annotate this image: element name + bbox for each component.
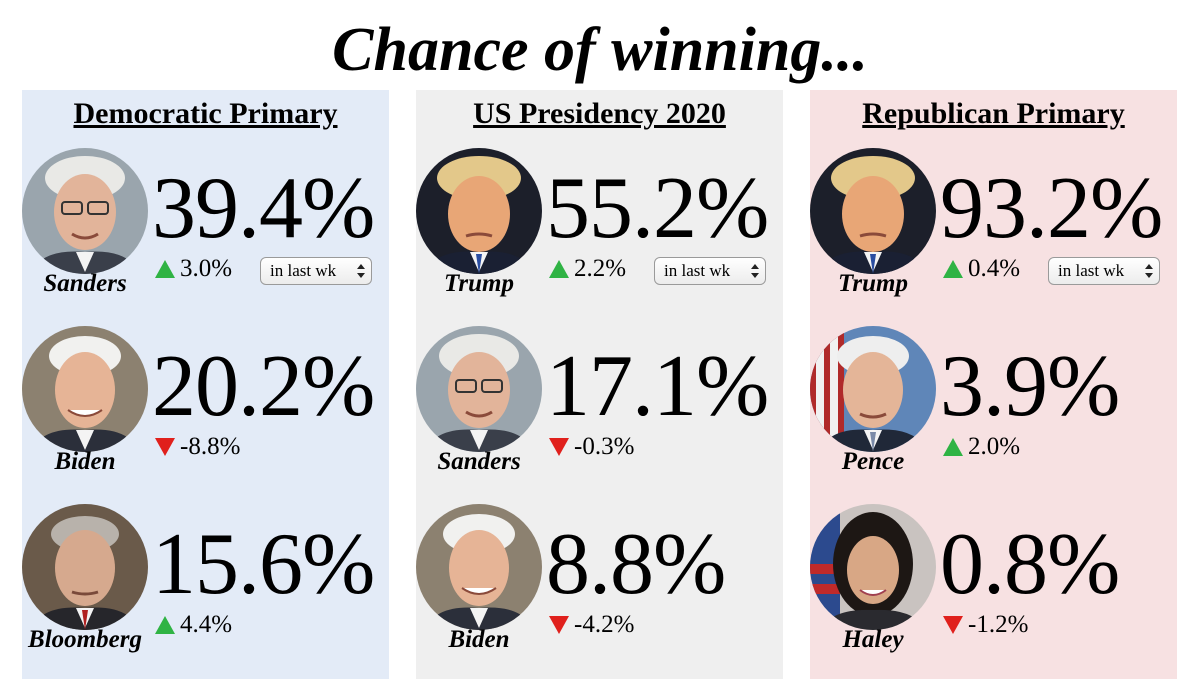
panel-title: Republican Primary	[862, 97, 1125, 130]
change-value: 2.0%	[968, 433, 1021, 460]
candidate-percent: 20.2%	[152, 338, 375, 435]
candidate-card: Haley 0.8% -1.2%	[810, 504, 1177, 664]
change-value: -4.2%	[574, 611, 635, 638]
down-arrow-icon	[549, 616, 569, 634]
candidate-name: Sanders	[43, 270, 127, 297]
candidate-percent: 39.4%	[152, 160, 375, 257]
select-arrows-icon	[1145, 264, 1153, 278]
candidate-percent: 17.1%	[546, 338, 769, 435]
candidate-card: Trump 93.2% 0.4% in last wk	[810, 148, 1177, 308]
period-select-value: in last wk	[1058, 261, 1125, 280]
candidate-photo-sanders	[22, 148, 148, 274]
candidate-change: -8.8%	[154, 432, 240, 462]
change-value: -8.8%	[180, 433, 241, 460]
up-arrow-icon	[943, 260, 963, 278]
select-arrows-icon	[357, 264, 365, 278]
candidate-change: -1.2%	[942, 610, 1028, 640]
period-select-value: in last wk	[664, 261, 731, 280]
candidate-card: Biden 20.2% -8.8%	[22, 326, 389, 486]
down-arrow-icon	[549, 438, 569, 456]
candidate-percent: 3.9%	[940, 338, 1120, 435]
candidate-card: Bloomberg 15.6% 4.4%	[22, 504, 389, 664]
candidate-photo-sanders	[416, 326, 542, 452]
candidate-name: Haley	[842, 626, 904, 653]
up-arrow-icon	[155, 616, 175, 634]
candidate-percent: 93.2%	[940, 160, 1163, 257]
period-select[interactable]: in last wk	[260, 257, 372, 285]
candidate-change: -4.2%	[548, 610, 634, 640]
candidate-photo-pence	[810, 326, 936, 452]
candidate-name: Trump	[444, 270, 514, 297]
change-value: 4.4%	[180, 611, 233, 638]
candidate-percent: 8.8%	[546, 516, 726, 613]
change-value: 0.4%	[968, 255, 1021, 282]
change-value: -0.3%	[574, 433, 635, 460]
candidate-name: Pence	[841, 448, 905, 475]
panel-us-presidency: US Presidency 2020 Trump 55.2% 2.2%	[416, 90, 783, 679]
period-select-value: in last wk	[270, 261, 337, 280]
candidate-photo-trump	[416, 148, 542, 274]
candidate-name: Bloomberg	[28, 626, 142, 653]
candidate-percent: 55.2%	[546, 160, 769, 257]
candidate-card: Trump 55.2% 2.2% in last wk	[416, 148, 783, 308]
up-arrow-icon	[549, 260, 569, 278]
candidate-card: Biden 8.8% -4.2%	[416, 504, 783, 664]
period-select[interactable]: in last wk	[654, 257, 766, 285]
candidate-photo-bloomberg	[22, 504, 148, 630]
panel-democratic-primary: Democratic Primary Sanders 39.4% 3.0%	[22, 90, 389, 679]
candidate-change: 0.4%	[942, 254, 1020, 284]
candidate-photo-haley	[810, 504, 936, 630]
change-value: 2.2%	[574, 255, 627, 282]
candidate-name: Trump	[838, 270, 908, 297]
candidate-change: -0.3%	[548, 432, 634, 462]
candidate-change: 2.2%	[548, 254, 626, 284]
panel-title: US Presidency 2020	[473, 97, 726, 130]
down-arrow-icon	[943, 616, 963, 634]
change-value: -1.2%	[968, 611, 1029, 638]
candidate-card: Sanders 39.4% 3.0% in last wk	[22, 148, 389, 308]
select-arrows-icon	[751, 264, 759, 278]
up-arrow-icon	[943, 438, 963, 456]
up-arrow-icon	[155, 260, 175, 278]
down-arrow-icon	[155, 438, 175, 456]
candidate-card: Sanders 17.1% -0.3%	[416, 326, 783, 486]
candidate-name: Biden	[54, 448, 116, 475]
change-value: 3.0%	[180, 255, 233, 282]
page-title: Chance of winning...	[332, 16, 868, 84]
candidate-card: Pence 3.9% 2.0%	[810, 326, 1177, 486]
panel-title: Democratic Primary	[73, 97, 338, 130]
candidate-change: 3.0%	[154, 254, 232, 284]
candidate-photo-biden	[22, 326, 148, 452]
period-select[interactable]: in last wk	[1048, 257, 1160, 285]
candidate-percent: 0.8%	[940, 516, 1120, 613]
candidate-name: Sanders	[437, 448, 521, 475]
candidate-photo-biden	[416, 504, 542, 630]
candidate-percent: 15.6%	[152, 516, 375, 613]
candidate-name: Biden	[448, 626, 510, 653]
candidate-change: 2.0%	[942, 432, 1020, 462]
candidate-change: 4.4%	[154, 610, 232, 640]
candidate-photo-trump	[810, 148, 936, 274]
panel-republican-primary: Republican Primary Trump 93.2% 0.4%	[810, 90, 1177, 679]
